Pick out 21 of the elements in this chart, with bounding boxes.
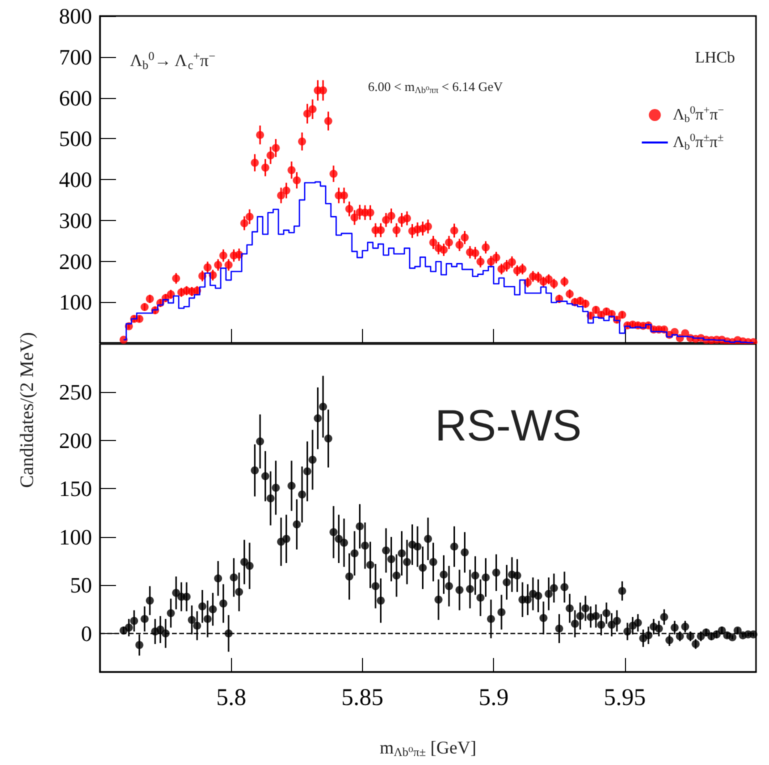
y-tick-label: 200 — [59, 248, 92, 274]
x-tick-label: 5.95 — [604, 685, 646, 711]
y-tick-label: 800 — [59, 4, 92, 28]
y-tick-label: 300 — [59, 208, 92, 233]
y-axis-title: Candidates/(2 MeV) — [17, 332, 39, 488]
y-tick-label: 400 — [59, 167, 92, 192]
y-tick-label: 200 — [59, 428, 92, 453]
x-tick-label: 5.85 — [341, 685, 384, 711]
y-tick-label: 0 — [81, 620, 92, 646]
x-tick-label: 5.8 — [216, 685, 246, 711]
y-tick-label: 50 — [70, 572, 92, 598]
y-tick-label: 100 — [59, 524, 92, 550]
y-tick-label: 100 — [59, 290, 92, 315]
y-tick-label: 500 — [59, 126, 92, 152]
y-tick-label: 600 — [59, 85, 92, 110]
y-tick-label: 150 — [59, 476, 92, 502]
annotation: LHCb — [695, 50, 735, 66]
x-tick-label: 5.9 — [478, 685, 509, 711]
annotation: RS-WS — [435, 402, 582, 450]
y-tick-label: 250 — [59, 380, 92, 405]
y-tick-label: 700 — [59, 44, 92, 70]
